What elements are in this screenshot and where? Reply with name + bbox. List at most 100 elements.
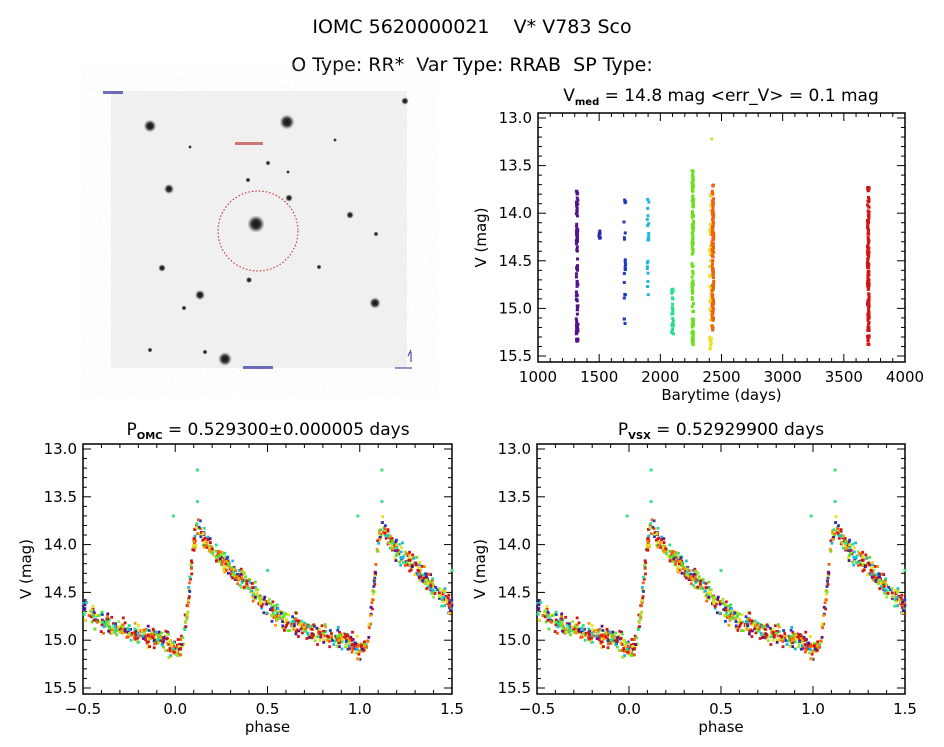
data-point: [724, 600, 728, 604]
data-point: [848, 538, 852, 542]
data-point: [316, 643, 319, 646]
data-point: [107, 618, 111, 622]
data-point: [191, 548, 195, 552]
data-point: [333, 639, 337, 643]
data-point: [870, 576, 874, 579]
data-point: [134, 637, 138, 640]
data-point: [415, 572, 418, 576]
data-point: [389, 534, 392, 538]
data-point: [866, 287, 870, 291]
data-point: [450, 603, 454, 607]
data-point: [367, 622, 371, 626]
data-point: [264, 611, 268, 615]
data-point: [575, 224, 579, 228]
data-point: [799, 636, 803, 640]
data-point: [556, 625, 560, 629]
data-point: [214, 549, 218, 553]
data-point: [551, 614, 555, 617]
data-point: [622, 220, 626, 224]
data-point: [220, 550, 224, 554]
data-point: [687, 569, 691, 573]
data-point: [240, 578, 244, 581]
data-point: [362, 642, 366, 646]
data-point: [554, 618, 558, 622]
data-point: [334, 637, 338, 641]
data-point: [292, 618, 296, 621]
data-point: [238, 575, 241, 579]
data-point: [199, 519, 202, 523]
data-point: [858, 563, 862, 567]
data-point: [282, 615, 286, 618]
data-point: [575, 331, 579, 335]
data-point: [335, 644, 339, 648]
data-point: [868, 556, 872, 559]
y-tick-label: 14.5: [499, 252, 532, 270]
data-point: [708, 298, 712, 302]
data-point: [395, 552, 399, 556]
data-point: [150, 635, 154, 639]
data-point: [868, 563, 871, 567]
data-point: [126, 626, 129, 630]
data-point: [711, 183, 715, 187]
data-point: [419, 568, 423, 572]
data-point: [561, 627, 565, 630]
data-point: [341, 638, 345, 641]
data-point: [601, 629, 605, 632]
data-point: [189, 563, 193, 567]
data-point: [893, 588, 897, 592]
data-point: [146, 646, 150, 649]
data-point: [690, 317, 694, 321]
data-point: [598, 231, 602, 235]
data-point: [133, 627, 137, 631]
data-point: [688, 576, 692, 580]
data-point: [873, 564, 877, 568]
data-point: [425, 575, 428, 579]
data-point: [580, 626, 583, 630]
data-point: [744, 615, 748, 619]
data-point: [211, 551, 215, 555]
data-point: [689, 582, 693, 586]
chart-title-vsx: PVSX = 0.52929900 days: [537, 420, 905, 442]
outlier-point: [195, 468, 199, 472]
data-point: [248, 578, 251, 581]
data-point: [689, 572, 693, 576]
data-point: [205, 546, 209, 549]
data-point: [114, 622, 117, 626]
data-point: [186, 610, 190, 614]
data-point: [866, 237, 870, 241]
data-point: [608, 630, 611, 634]
data-point: [223, 570, 227, 574]
data-point: [217, 551, 221, 555]
data-point: [612, 635, 616, 639]
data-point: [409, 568, 413, 572]
data-point: [901, 600, 905, 604]
data-point: [619, 636, 623, 640]
data-point: [558, 620, 562, 624]
data-point: [349, 637, 353, 641]
data-point: [633, 647, 636, 650]
data-point: [903, 601, 906, 605]
data-point: [848, 552, 852, 556]
data-point: [750, 635, 754, 638]
data-point: [866, 231, 870, 235]
data-point: [690, 285, 694, 289]
data-point: [867, 334, 871, 338]
data-point: [709, 232, 713, 236]
data-point: [697, 575, 701, 579]
data-point: [691, 575, 695, 579]
title-main: V: [563, 86, 575, 106]
data-point: [826, 576, 830, 580]
data-point: [575, 329, 579, 333]
data-point: [690, 297, 694, 301]
data-point: [424, 572, 428, 576]
data-point: [576, 307, 580, 311]
data-point: [115, 625, 119, 629]
data-point: [575, 312, 579, 316]
data-point: [310, 636, 314, 640]
data-point: [696, 585, 700, 589]
data-point: [447, 603, 451, 607]
data-point: [214, 543, 218, 547]
data-point: [762, 626, 766, 630]
data-point: [151, 629, 155, 633]
data-point: [370, 601, 374, 605]
